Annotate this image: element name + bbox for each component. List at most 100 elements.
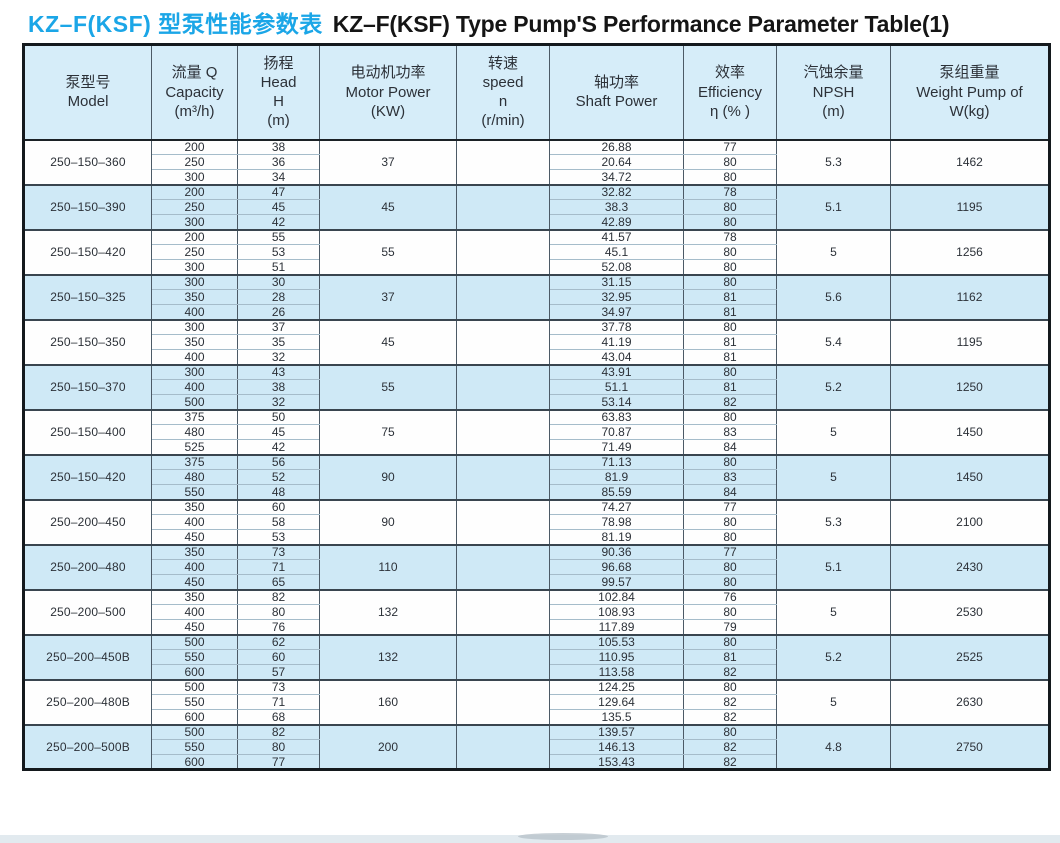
efficiency-cell: 80 — [683, 244, 777, 260]
capacity-cell: 600 — [151, 709, 238, 725]
capacity-cell: 300 — [151, 318, 238, 335]
weight-cell: 2100 — [890, 498, 1050, 545]
head-cell: 53 — [237, 244, 320, 260]
efficiency-cell: 81 — [683, 379, 777, 395]
head-cell: 56 — [237, 453, 320, 470]
capacity-cell: 400 — [151, 304, 238, 320]
npsh-cell: 5.4 — [776, 318, 891, 365]
table-row: 250–150–350 300 37 45 37.78 80 5.4 1195 — [23, 318, 1050, 365]
capacity-cell: 500 — [151, 678, 238, 695]
head-cell: 42 — [237, 214, 320, 230]
capacity-cell: 200 — [151, 228, 238, 245]
speed-cell — [456, 363, 550, 410]
shaft-power-cell: 96.68 — [549, 559, 684, 575]
efficiency-cell: 76 — [683, 588, 777, 605]
capacity-cell: 350 — [151, 543, 238, 560]
capacity-cell: 600 — [151, 754, 238, 770]
efficiency-cell: 80 — [683, 363, 777, 380]
shaft-power-cell: 124.25 — [549, 678, 684, 695]
efficiency-cell: 81 — [683, 649, 777, 665]
capacity-cell: 400 — [151, 514, 238, 530]
speed-cell — [456, 543, 550, 590]
table-row: 300 51 52.08 80 — [24, 259, 1050, 275]
npsh-cell: 5 — [776, 408, 891, 455]
model-cell: 250–150–400 — [23, 408, 152, 455]
head-cell: 32 — [237, 349, 320, 365]
efficiency-cell: 80 — [683, 633, 777, 650]
capacity-cell: 300 — [151, 214, 238, 230]
shaft-power-cell: 42.89 — [549, 214, 684, 230]
shaft-power-cell: 139.57 — [549, 723, 684, 740]
capacity-cell: 375 — [151, 453, 238, 470]
column-header-capacity: 流量 Q Capacity (m³/h) — [151, 44, 238, 141]
head-cell: 80 — [237, 739, 320, 755]
table-row: 400 32 43.04 81 — [24, 349, 1050, 365]
efficiency-cell: 77 — [683, 498, 777, 515]
table-row: 550 71 129.64 82 — [24, 694, 1050, 710]
head-cell: 50 — [237, 408, 320, 425]
head-cell: 37 — [237, 318, 320, 335]
table-row: 250–200–500 350 82 132 102.84 76 5 2530 — [23, 588, 1050, 635]
shaft-power-cell: 99.57 — [549, 574, 684, 590]
weight-cell: 1450 — [890, 408, 1050, 455]
shaft-power-cell: 105.53 — [549, 633, 684, 650]
table-row: 250 45 38.3 80 — [24, 199, 1050, 215]
shaft-power-cell: 34.72 — [549, 169, 684, 185]
shaft-power-cell: 71.13 — [549, 453, 684, 470]
column-header-head: 扬程 Head H (m) — [237, 44, 320, 141]
motor-power-cell: 110 — [319, 543, 457, 590]
weight-cell: 1195 — [890, 318, 1050, 365]
shaft-power-cell: 52.08 — [549, 259, 684, 275]
efficiency-cell: 80 — [683, 559, 777, 575]
table-row: 300 42 42.89 80 — [24, 214, 1050, 230]
efficiency-cell: 80 — [683, 529, 777, 545]
shaft-power-cell: 43.91 — [549, 363, 684, 380]
table-row: 400 58 78.98 80 — [24, 514, 1050, 530]
efficiency-cell: 82 — [683, 739, 777, 755]
shaft-power-cell: 81.19 — [549, 529, 684, 545]
head-cell: 82 — [237, 588, 320, 605]
speed-cell — [456, 408, 550, 455]
model-cell: 250–150–350 — [23, 318, 152, 365]
npsh-cell: 5.2 — [776, 633, 891, 680]
model-cell: 250–200–450 — [23, 498, 152, 545]
table-row: 400 38 51.1 81 — [24, 379, 1050, 395]
table-row: 250–150–360 200 38 37 26.88 77 5.3 1462 — [23, 138, 1050, 185]
shaft-power-cell: 63.83 — [549, 408, 684, 425]
table-row: 600 57 113.58 82 — [24, 664, 1050, 680]
npsh-cell: 5 — [776, 453, 891, 500]
weight-cell: 2525 — [890, 633, 1050, 680]
capacity-cell: 250 — [151, 154, 238, 170]
efficiency-cell: 82 — [683, 664, 777, 680]
shaft-power-cell: 117.89 — [549, 619, 684, 635]
column-header-npsh: 汽蚀余量 NPSH (m) — [776, 44, 891, 141]
capacity-cell: 250 — [151, 199, 238, 215]
title-english: KZ–F(KSF) Type Pump'S Performance Parame… — [332, 11, 950, 37]
motor-power-cell: 132 — [319, 588, 457, 635]
speed-cell — [456, 318, 550, 365]
head-cell: 38 — [237, 138, 320, 155]
capacity-cell: 400 — [151, 604, 238, 620]
npsh-cell: 5.1 — [776, 183, 891, 230]
motor-power-cell: 55 — [319, 363, 457, 410]
head-cell: 62 — [237, 633, 320, 650]
head-cell: 35 — [237, 334, 320, 350]
pump-table-header: 泵型号 Model 流量 Q Capacity (m³/h) 扬程 Head H (… — [23, 44, 1050, 141]
head-cell: 52 — [237, 469, 320, 485]
table-row: 250–150–370 300 43 55 43.91 80 5.2 1250 — [23, 363, 1050, 410]
pump-table-body: 250–150–360 200 38 37 26.88 77 5.3 1462 250 36 20.… — [23, 138, 1050, 770]
npsh-cell: 5.3 — [776, 498, 891, 545]
shaft-power-cell: 90.36 — [549, 543, 684, 560]
capacity-cell: 450 — [151, 619, 238, 635]
efficiency-cell: 80 — [683, 574, 777, 590]
weight-cell: 1450 — [890, 453, 1050, 500]
efficiency-cell: 77 — [683, 138, 777, 155]
title-chinese: KZ–F(KSF) 型泵性能参数表 — [28, 11, 323, 37]
head-cell: 26 — [237, 304, 320, 320]
head-cell: 77 — [237, 754, 320, 770]
head-cell: 53 — [237, 529, 320, 545]
scan-shadow-blob — [518, 833, 608, 840]
speed-cell — [456, 633, 550, 680]
capacity-cell: 550 — [151, 484, 238, 500]
npsh-cell: 5 — [776, 678, 891, 725]
